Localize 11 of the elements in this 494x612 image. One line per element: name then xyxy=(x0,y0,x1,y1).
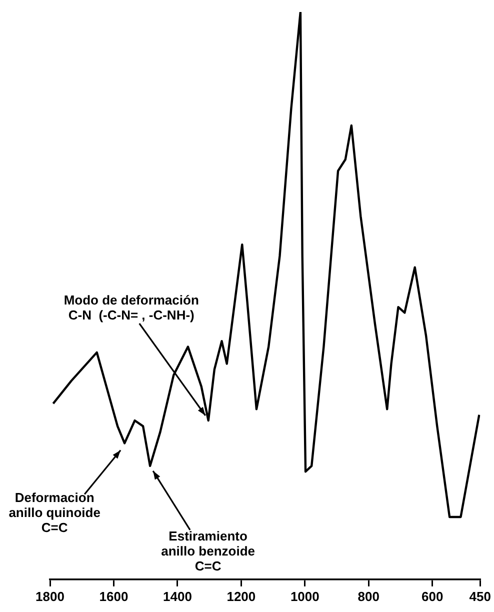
x-tick-label: 1200 xyxy=(226,588,256,604)
x-tick-label: 600 xyxy=(422,588,444,604)
x-tick-label: 800 xyxy=(358,588,380,604)
annotation: Estiramiento anillo benzoide C=C xyxy=(161,528,256,574)
x-tick-label: 450 xyxy=(469,588,492,604)
x-tick-label: 1000 xyxy=(290,588,320,604)
x-tick-label: 1600 xyxy=(99,588,128,604)
annotation: Deformacion anillo quinoide C=C xyxy=(8,490,100,535)
annotation: Modo de deformación C-N (-C-N= , -C-NH-) xyxy=(64,292,199,323)
x-tick-label: 1800 xyxy=(36,588,64,604)
x-tick-label: 1400 xyxy=(162,588,192,604)
